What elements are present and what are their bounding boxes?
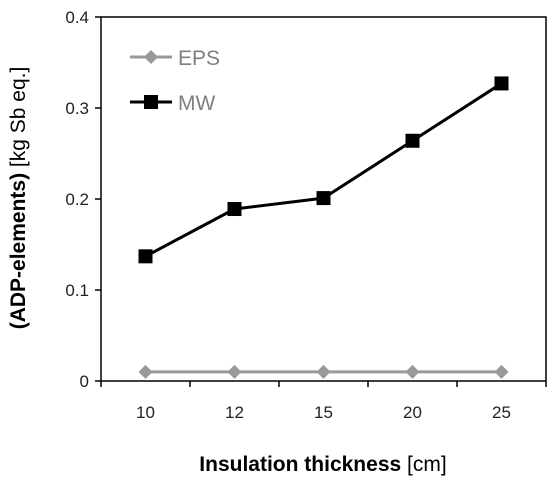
x-tick-label: 25 [492, 403, 511, 422]
mw-data-point [316, 191, 331, 206]
eps-data-point [227, 364, 242, 379]
x-axis-title-main: Insulation thickness [199, 453, 401, 476]
x-tick-label: 12 [225, 403, 244, 422]
x-tick-label: 15 [314, 403, 333, 422]
mw-data-point [138, 249, 153, 264]
y-axis-title-unit: [kg Sb eq.] [7, 67, 30, 173]
legend-label-eps: EPS [178, 47, 220, 70]
x-axis-title-unit: [cm] [401, 453, 447, 476]
series-group [138, 76, 509, 379]
legend-marker-mw [144, 95, 158, 109]
eps-data-point [494, 364, 509, 379]
mw-data-point [227, 202, 242, 217]
y-tick-label: 0.3 [65, 99, 89, 118]
x-axis-title: Insulation thickness [cm] [199, 453, 446, 476]
y-axis-title-main: (ADP-elements) [7, 173, 30, 329]
y-axis-title: (ADP-elements) [kg Sb eq.] [7, 67, 30, 330]
legend: EPS MW [130, 47, 220, 115]
legend-label-mw: MW [178, 92, 215, 115]
y-tick-label: 0 [80, 372, 89, 391]
y-tick-label: 0.2 [65, 190, 89, 209]
legend-marker-eps [144, 50, 158, 64]
eps-data-point [316, 364, 331, 379]
tick-labels: 0 0.1 0.2 0.3 0.4 10 12 15 20 25 [65, 8, 511, 422]
plot-area [95, 16, 547, 387]
x-tick-label: 10 [136, 403, 155, 422]
eps-data-point [405, 364, 420, 379]
y-tick-label: 0.4 [65, 8, 89, 27]
x-tick-label: 20 [403, 403, 422, 422]
y-tick-label: 0.1 [65, 281, 89, 300]
mw-data-point [405, 133, 420, 148]
eps-data-point [138, 364, 153, 379]
mw-data-point [494, 76, 509, 91]
